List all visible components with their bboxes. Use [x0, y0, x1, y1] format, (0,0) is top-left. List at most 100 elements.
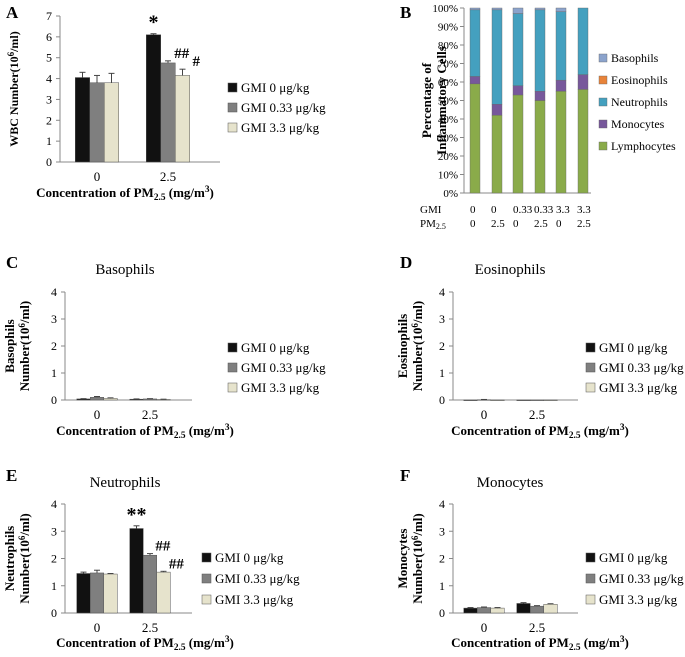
stacked-segment	[577, 89, 589, 194]
stacked-segment	[534, 91, 546, 101]
y-tick-label: 50%	[438, 96, 458, 108]
bar	[175, 75, 190, 163]
panel-letter: C	[6, 253, 18, 272]
significance-marker: ##	[174, 46, 190, 62]
x-tick-label: 0	[94, 169, 101, 184]
bar	[160, 62, 176, 163]
bar	[75, 77, 90, 163]
legend-label: Basophils	[611, 51, 659, 65]
legend-label: GMI 0 μg/kg	[241, 340, 310, 355]
panel-letter: D	[400, 253, 412, 272]
legend-swatch	[585, 594, 596, 605]
y-tick-label: 3	[46, 92, 52, 106]
panel-letter: B	[400, 3, 411, 22]
y-tick-label: 60%	[438, 77, 458, 89]
y-axis-title-line2: Number(106/ml)	[410, 301, 425, 391]
x-tick-label: 0	[481, 620, 488, 635]
significance-marker: ##	[155, 539, 171, 555]
x-axis-title-unit-close: )	[230, 423, 234, 438]
y-axis-title-main: Neutrophils	[2, 526, 17, 592]
bar	[146, 34, 161, 163]
y-axis-title: WBC Number(106/ml)	[6, 31, 21, 147]
y-tick-label: 2	[46, 113, 52, 127]
y-tick-label: 10%	[438, 170, 458, 182]
bar	[129, 528, 144, 614]
panel-letter: A	[6, 3, 19, 22]
stacked-segment	[534, 100, 546, 194]
stacked-segment	[469, 7, 481, 11]
x-axis-title-main: Concentration of PM	[56, 635, 174, 650]
x-axis-title-unit-close: )	[625, 423, 629, 438]
stacked-segment	[491, 103, 503, 116]
x-axis-title-subscript: 2.5	[174, 643, 186, 653]
legend-swatch	[585, 552, 596, 563]
x-tick-label: 2.5	[160, 169, 176, 184]
legend-swatch	[585, 362, 596, 373]
gmi-dose-label: 0.33	[534, 204, 554, 216]
y-tick-label: 40%	[438, 114, 458, 126]
x-axis-title-superscript: 3	[620, 423, 625, 433]
stacked-segment	[491, 115, 503, 194]
legend-label: GMI 0.33 μg/kg	[215, 571, 300, 586]
y-tick-label: 3	[51, 524, 57, 538]
pm-dose-label: 0	[513, 218, 519, 230]
legend-label: GMI 0 μg/kg	[599, 550, 668, 565]
legend-label: GMI 0.33 μg/kg	[599, 571, 684, 586]
stacked-segment	[469, 83, 481, 194]
legend-swatch	[227, 342, 238, 353]
legend-label: GMI 0.33 μg/kg	[599, 360, 684, 375]
x-axis-title-main: Concentration of PM	[451, 635, 569, 650]
x-axis-title-superscript: 3	[225, 423, 230, 433]
stacked-segment	[491, 9, 503, 105]
y-tick-label: 4	[46, 72, 52, 86]
legend-swatch	[201, 552, 212, 563]
y-axis-title-unit: /ml)	[410, 513, 425, 536]
x-axis-title-superscript: 3	[225, 635, 230, 645]
bar	[156, 571, 171, 614]
y-axis-title-unit-prefix: Number(10	[410, 328, 425, 392]
x-axis-title-subscript: 2.5	[569, 643, 581, 653]
y-axis-title-unit: /ml)	[17, 301, 32, 324]
stacked-segment	[555, 91, 567, 194]
y-tick-label: 0	[51, 393, 57, 407]
stacked-segment	[512, 13, 524, 86]
stacked-segment	[534, 9, 546, 92]
y-axis-title-unit-prefix: Number(10	[17, 540, 32, 604]
y-tick-label: 6	[46, 30, 52, 44]
significance-marker: *	[149, 12, 159, 34]
x-axis-title-main: Concentration of PM	[56, 423, 174, 438]
pm-dose-label: 2.5	[534, 218, 548, 230]
x-axis-title-unit: (mg/m	[186, 423, 226, 438]
y-tick-label: 2	[51, 339, 57, 353]
legend-swatch	[227, 82, 238, 93]
bar	[516, 603, 531, 614]
row-label-pm-subscript: 2.5	[436, 222, 446, 231]
legend-swatch	[227, 362, 238, 373]
gmi-dose-label: 0	[491, 204, 497, 216]
y-tick-label: 3	[439, 312, 445, 326]
legend-label: GMI 0.33 μg/kg	[241, 360, 326, 375]
y-axis-title-unit-prefix: Number(10	[410, 540, 425, 604]
y-tick-label: 0	[51, 606, 57, 620]
y-tick-label: 4	[51, 285, 57, 299]
bar	[76, 573, 91, 614]
bar	[490, 399, 505, 401]
gmi-dose-label: 0.33	[513, 204, 533, 216]
legend-swatch	[598, 97, 608, 107]
y-axis-title-main: WBC Number(10	[7, 56, 21, 146]
y-tick-label: 1	[439, 366, 445, 380]
legend-swatch	[227, 102, 238, 113]
stacked-segment	[555, 7, 567, 12]
legend-swatch	[201, 573, 212, 584]
stacked-segment	[555, 79, 567, 92]
y-axis-title-line2: Number(106/ml)	[17, 513, 32, 603]
row-label-pm: PM2.5	[420, 218, 446, 231]
y-tick-label: 0	[46, 155, 52, 169]
bar	[490, 607, 505, 614]
y-tick-label: 3	[51, 312, 57, 326]
